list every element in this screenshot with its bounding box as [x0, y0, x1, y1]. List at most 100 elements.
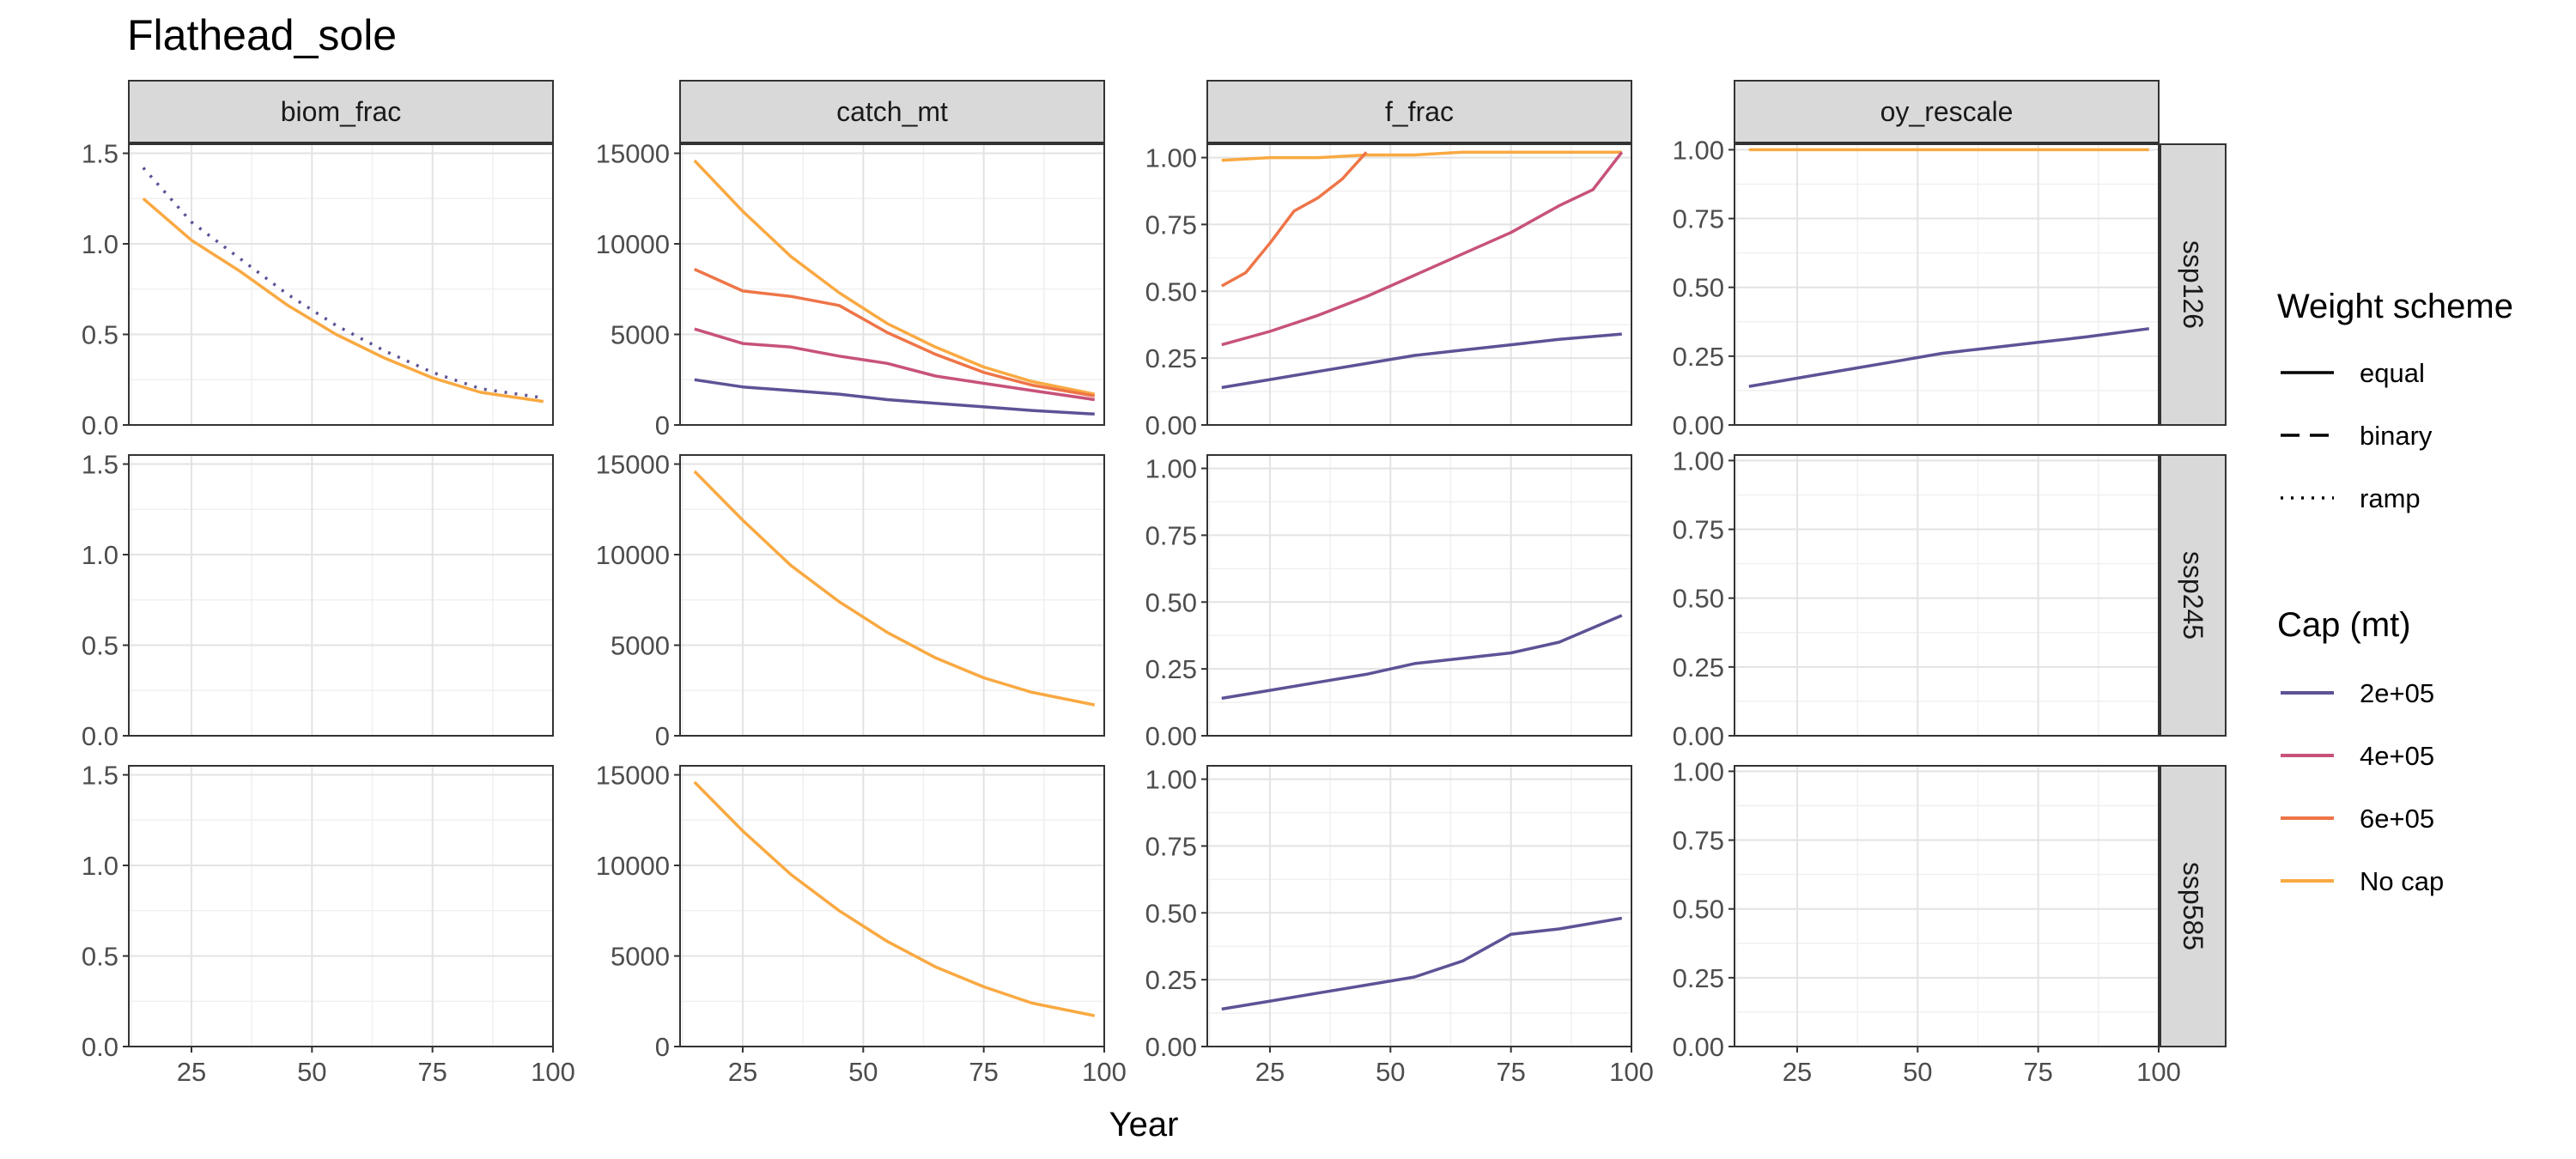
panel-border — [128, 454, 554, 737]
series-line — [1221, 916, 1623, 1011]
y-tick-label: 0.00 — [1145, 1032, 1197, 1062]
y-tick-label: 1.0 — [82, 540, 118, 570]
x-tick-label: 75 — [2023, 1057, 2052, 1087]
x-tick-label: 25 — [1783, 1057, 1812, 1087]
y-tick-label: 0.75 — [1673, 515, 1724, 545]
y-tick-label: 0.0 — [82, 1032, 118, 1062]
series-line — [1221, 150, 1622, 162]
panel-border — [1734, 143, 2160, 426]
strip-catch_mt — [679, 80, 1105, 143]
x-tick-label: 50 — [1376, 1057, 1405, 1087]
y-tick-label: 1.00 — [1673, 135, 1724, 165]
panel-background — [1735, 455, 2159, 736]
x-tick-label: 25 — [177, 1057, 206, 1087]
series-line — [1221, 614, 1623, 701]
panel-border — [679, 454, 1105, 737]
y-tick-label: 0.25 — [1145, 343, 1197, 373]
panel-border — [1206, 454, 1632, 737]
panel-background — [680, 766, 1104, 1047]
x-tick-label: 75 — [1496, 1057, 1525, 1087]
y-tick-label: 10000 — [596, 851, 670, 881]
panel-ssp126-oy_rescale: 0.00 0.25 0.50 0.75 1.00 — [1673, 135, 2160, 440]
panel-ssp245-f_frac: 0.00 0.25 0.50 0.75 1.00 — [1145, 454, 1632, 751]
x-tick-label: 100 — [531, 1057, 575, 1087]
panel-border — [1206, 765, 1632, 1047]
y-tick-label: 0.75 — [1673, 826, 1724, 856]
y-tick-label: 0.50 — [1145, 587, 1197, 617]
x-tick-label: 75 — [969, 1057, 998, 1087]
panel-background — [129, 144, 553, 425]
panel-background — [1207, 766, 1631, 1047]
strip-biom_frac — [128, 80, 554, 143]
y-tick-label: 1.5 — [82, 450, 118, 480]
strip-ssp585 — [2160, 765, 2227, 1047]
legend: Weight scheme equal binary ramp Cap (mt) 2e+0… — [2277, 288, 2513, 896]
panel-border — [128, 765, 554, 1047]
y-tick-label: 0.0 — [82, 410, 118, 440]
y-tick-label: 0.25 — [1673, 342, 1724, 372]
y-tick-label: 0.25 — [1145, 965, 1197, 995]
panel-border — [679, 765, 1105, 1047]
x-tick-label: 25 — [728, 1057, 757, 1087]
y-tick-label: 10000 — [596, 229, 670, 259]
strip-f_frac — [1206, 80, 1632, 143]
panel-ssp585-f_frac: 0.00 0.25 0.50 0.75 1.00 25 50 75 100 — [1145, 765, 1654, 1087]
panel-border — [679, 143, 1105, 426]
y-tick-label: 1.0 — [82, 851, 118, 881]
legend-label-ramp: ramp — [2360, 483, 2421, 513]
series-line — [694, 327, 1096, 402]
y-tick-label: 1.0 — [82, 229, 118, 259]
legend-title-cap: Cap (mt) — [2277, 606, 2411, 644]
y-tick-label: 1.00 — [1145, 454, 1197, 484]
y-tick-label: 1.00 — [1673, 756, 1724, 786]
y-tick-label: 0.00 — [1145, 721, 1197, 751]
panel-ssp585-biom_frac: 0.0 0.5 1.0 1.5 25 50 75 100 — [82, 761, 575, 1087]
series-line — [694, 378, 1095, 416]
x-tick-label: 25 — [1255, 1057, 1285, 1087]
strip-label-f_frac: f_frac — [1385, 96, 1454, 127]
y-tick-label: 5000 — [611, 942, 670, 972]
y-tick-label: 0.5 — [82, 942, 118, 972]
series-line — [1748, 327, 2150, 388]
legend-label-cap: No cap — [2360, 866, 2444, 896]
x-tick-label: 75 — [417, 1057, 447, 1087]
panel-background — [1735, 144, 2159, 425]
y-tick-label: 0.50 — [1673, 273, 1724, 303]
y-tick-label: 0.25 — [1673, 652, 1724, 683]
y-tick-label: 0.75 — [1145, 209, 1197, 240]
legend-title-weight: Weight scheme — [2277, 288, 2513, 325]
y-tick-label: 15000 — [596, 450, 670, 480]
y-tick-label: 0.00 — [1145, 410, 1197, 440]
series-line — [1220, 151, 1368, 288]
x-tick-label: 50 — [297, 1057, 326, 1087]
x-tick-label: 100 — [1609, 1057, 1654, 1087]
y-tick-label: 0.25 — [1145, 654, 1197, 684]
strip-label-catch_mt: catch_mt — [836, 96, 948, 127]
strip-label-ssp245: ssp245 — [2178, 551, 2208, 640]
panel-ssp585-catch_mt: 0 5000 10000 15000 25 50 75 100 — [596, 761, 1127, 1087]
panel-ssp126-biom_frac: 0.0 0.5 1.0 1.5 — [82, 139, 554, 440]
y-tick-label: 5000 — [611, 320, 670, 350]
y-tick-label: 0 — [655, 721, 670, 751]
series-line — [1221, 151, 1624, 347]
y-tick-label: 1.00 — [1145, 143, 1197, 173]
legend-label-cap: 6e+05 — [2360, 804, 2434, 834]
y-tick-label: 1.5 — [82, 761, 118, 791]
y-tick-label: 0.00 — [1673, 721, 1724, 751]
chart-title: Flathead_sole — [127, 11, 397, 59]
x-tick-label: 50 — [848, 1057, 878, 1087]
y-tick-label: 1.00 — [1145, 765, 1197, 795]
y-tick-label: 0 — [655, 1032, 670, 1062]
panel-background — [1207, 455, 1631, 736]
panel-background — [680, 144, 1104, 425]
y-tick-label: 0.00 — [1673, 410, 1724, 440]
panel-background — [129, 766, 553, 1047]
x-axis-title: Year — [1109, 1106, 1179, 1144]
legend-label-cap: 2e+05 — [2360, 678, 2434, 708]
series-line — [142, 197, 544, 404]
panel-border — [1206, 143, 1632, 426]
y-tick-label: 0.5 — [82, 631, 118, 661]
y-tick-label: 0.5 — [82, 320, 118, 350]
y-tick-label: 10000 — [596, 540, 670, 570]
